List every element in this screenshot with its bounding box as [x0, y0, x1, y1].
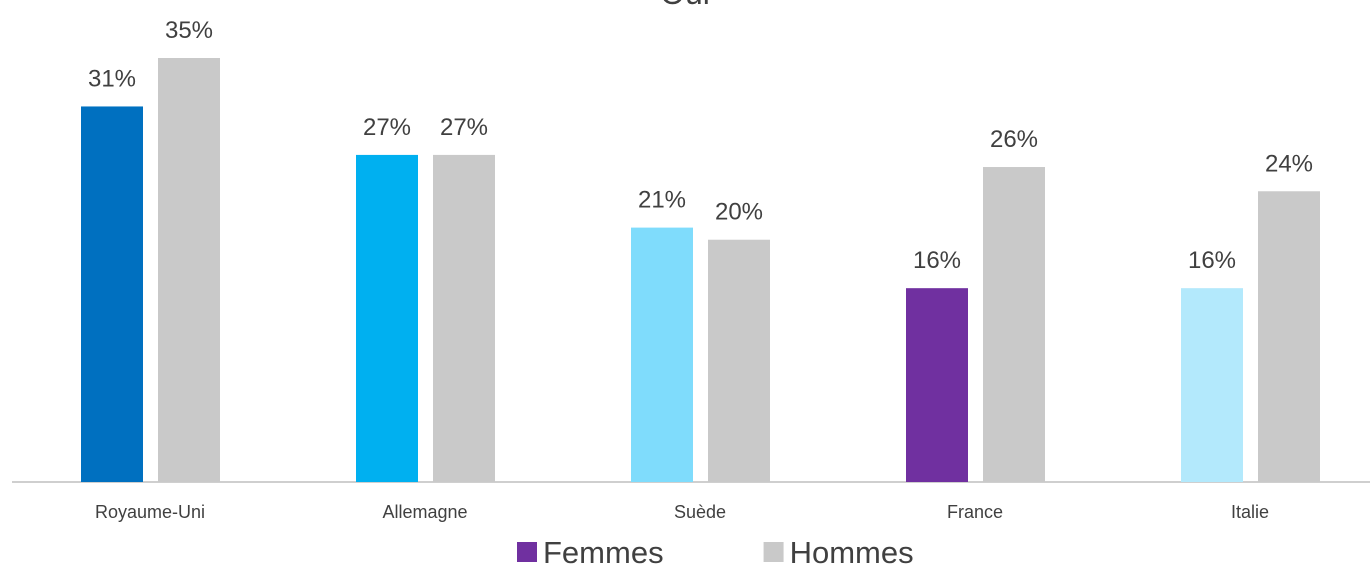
x-tick-label: Suède [674, 502, 726, 522]
bar [1181, 288, 1243, 482]
x-tick-label: Royaume-Uni [95, 502, 205, 522]
legend-label: Hommes [790, 535, 914, 570]
bar [1258, 191, 1320, 482]
bar [708, 239, 770, 482]
bar [356, 154, 418, 482]
data-label: 20% [715, 199, 763, 226]
x-tick-label: France [947, 502, 1003, 522]
data-label: 27% [363, 114, 411, 141]
data-label: 16% [913, 247, 961, 274]
x-tick-label: Allemagne [382, 502, 467, 522]
chart-title: Oui [660, 0, 710, 11]
bar [983, 167, 1045, 482]
legend-swatch [517, 542, 537, 562]
data-label: 31% [88, 65, 136, 92]
data-label: 35% [165, 17, 213, 44]
bar [631, 227, 693, 482]
x-tick-label: Italie [1231, 502, 1269, 522]
data-label: 24% [1265, 150, 1313, 177]
data-label: 21% [638, 187, 686, 214]
data-label: 27% [440, 114, 488, 141]
bar [81, 106, 143, 482]
data-label: 26% [990, 126, 1038, 153]
data-label: 16% [1188, 247, 1236, 274]
bar [158, 58, 220, 482]
legend-swatch [763, 542, 784, 562]
legend-label: Femmes [543, 535, 664, 570]
bar [433, 154, 495, 482]
bar [906, 288, 968, 482]
